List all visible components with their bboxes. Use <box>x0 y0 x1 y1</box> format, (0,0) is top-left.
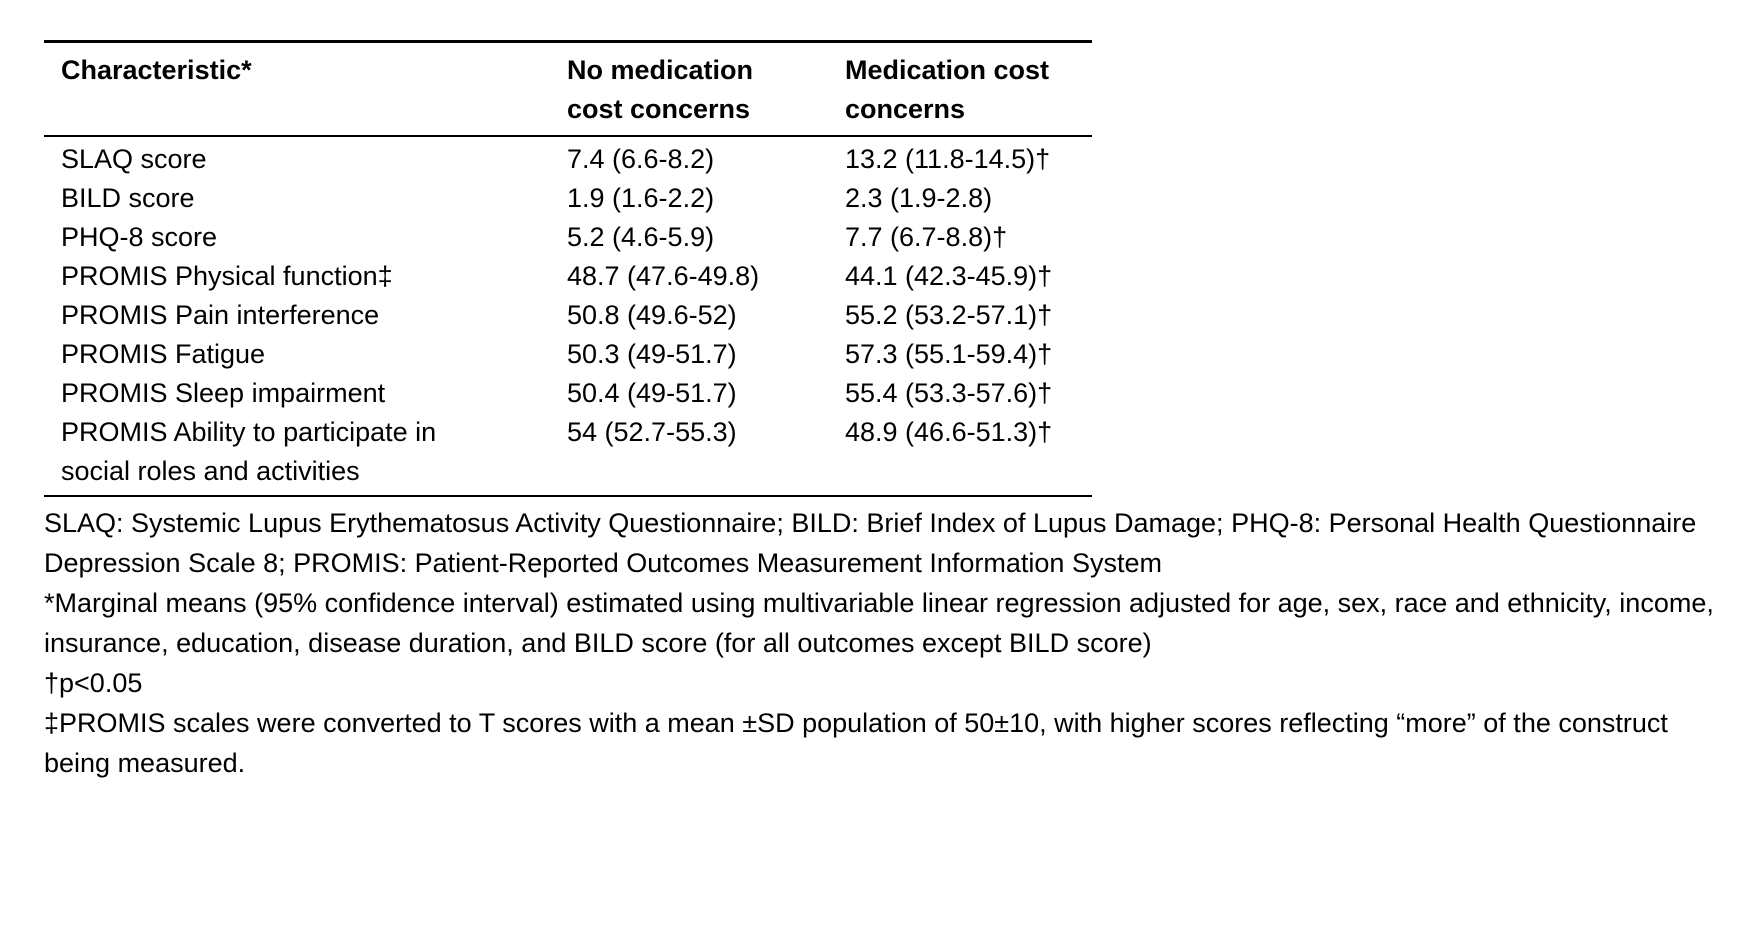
row-label: PROMIS Pain interference <box>61 300 380 330</box>
cell-no-concerns: 1.9 (1.6-2.2) <box>567 183 715 213</box>
column-header-characteristic-label: Characteristic* <box>61 55 252 85</box>
column-header-no-medication-cost-concerns: No medication cost concerns <box>567 51 845 129</box>
cell-concerns: 7.7 (6.7-8.8)† <box>845 222 1008 252</box>
table-row-promis-pain-interference: PROMIS Pain interference 50.8 (49.6-52) … <box>44 296 1092 335</box>
column-header-characteristic: Characteristic* <box>61 51 567 129</box>
table-row-bild: BILD score 1.9 (1.6-2.2) 2.3 (1.9-2.8) <box>44 179 1092 218</box>
table-row-promis-participation: PROMIS Ability to participate in social … <box>44 413 1092 491</box>
row-label: PROMIS Sleep impairment <box>61 378 386 408</box>
row-label: PROMIS Fatigue <box>61 339 266 369</box>
cell-no-concerns: 5.2 (4.6-5.9) <box>567 222 715 252</box>
results-table: Characteristic* No medication cost conce… <box>44 40 1092 497</box>
cell-no-concerns: 50.8 (49.6-52) <box>567 300 737 330</box>
table-row-slaq: SLAQ score 7.4 (6.6-8.2) 13.2 (11.8-14.5… <box>44 140 1092 179</box>
column-header-concerns-label: Medication cost concerns <box>845 55 1050 124</box>
table-row-promis-fatigue: PROMIS Fatigue 50.3 (49-51.7) 57.3 (55.1… <box>44 335 1092 374</box>
table-body: SLAQ score 7.4 (6.6-8.2) 13.2 (11.8-14.5… <box>44 137 1092 495</box>
cell-concerns: 57.3 (55.1-59.4)† <box>845 339 1053 369</box>
cell-no-concerns: 7.4 (6.6-8.2) <box>567 144 715 174</box>
cell-no-concerns: 50.3 (49-51.7) <box>567 339 737 369</box>
table-row-phq8: PHQ-8 score 5.2 (4.6-5.9) 7.7 (6.7-8.8)† <box>44 218 1092 257</box>
cell-no-concerns: 50.4 (49-51.7) <box>567 378 737 408</box>
cell-concerns: 2.3 (1.9-2.8) <box>845 183 993 213</box>
cell-no-concerns: 54 (52.7-55.3) <box>567 417 737 447</box>
column-header-no-concerns-label: No medication cost concerns <box>567 55 754 124</box>
footnotes: SLAQ: Systemic Lupus Erythematosus Activ… <box>44 503 1736 783</box>
cell-concerns: 13.2 (11.8-14.5)† <box>845 144 1051 174</box>
table-header-row: Characteristic* No medication cost conce… <box>44 43 1092 137</box>
cell-concerns: 55.2 (53.2-57.1)† <box>845 300 1053 330</box>
cell-concerns: 48.9 (46.6-51.3)† <box>845 417 1053 447</box>
row-label-text: PROMIS Ability to participate in social … <box>61 417 437 486</box>
footnote-promis-tscores: ‡PROMIS scales were converted to T score… <box>44 708 1668 778</box>
row-label: PROMIS Physical function‡ <box>61 261 393 291</box>
column-header-medication-cost-concerns: Medication cost concerns <box>845 51 1092 129</box>
footnote-abbreviations: SLAQ: Systemic Lupus Erythematosus Activ… <box>44 508 1697 578</box>
cell-concerns: 44.1 (42.3-45.9)† <box>845 261 1053 291</box>
footnote-marginal-means: *Marginal means (95% confidence interval… <box>44 588 1714 658</box>
row-label: PHQ-8 score <box>61 222 218 252</box>
row-label: BILD score <box>61 183 195 213</box>
cell-concerns: 55.4 (53.3-57.6)† <box>845 378 1053 408</box>
footnote-p-value: †p<0.05 <box>44 668 143 698</box>
row-label: PROMIS Ability to participate in social … <box>61 413 567 491</box>
row-label: SLAQ score <box>61 144 207 174</box>
cell-no-concerns: 48.7 (47.6-49.8) <box>567 261 760 291</box>
table-row-promis-sleep-impairment: PROMIS Sleep impairment 50.4 (49-51.7) 5… <box>44 374 1092 413</box>
table-row-promis-physical-function: PROMIS Physical function‡ 48.7 (47.6-49.… <box>44 257 1092 296</box>
